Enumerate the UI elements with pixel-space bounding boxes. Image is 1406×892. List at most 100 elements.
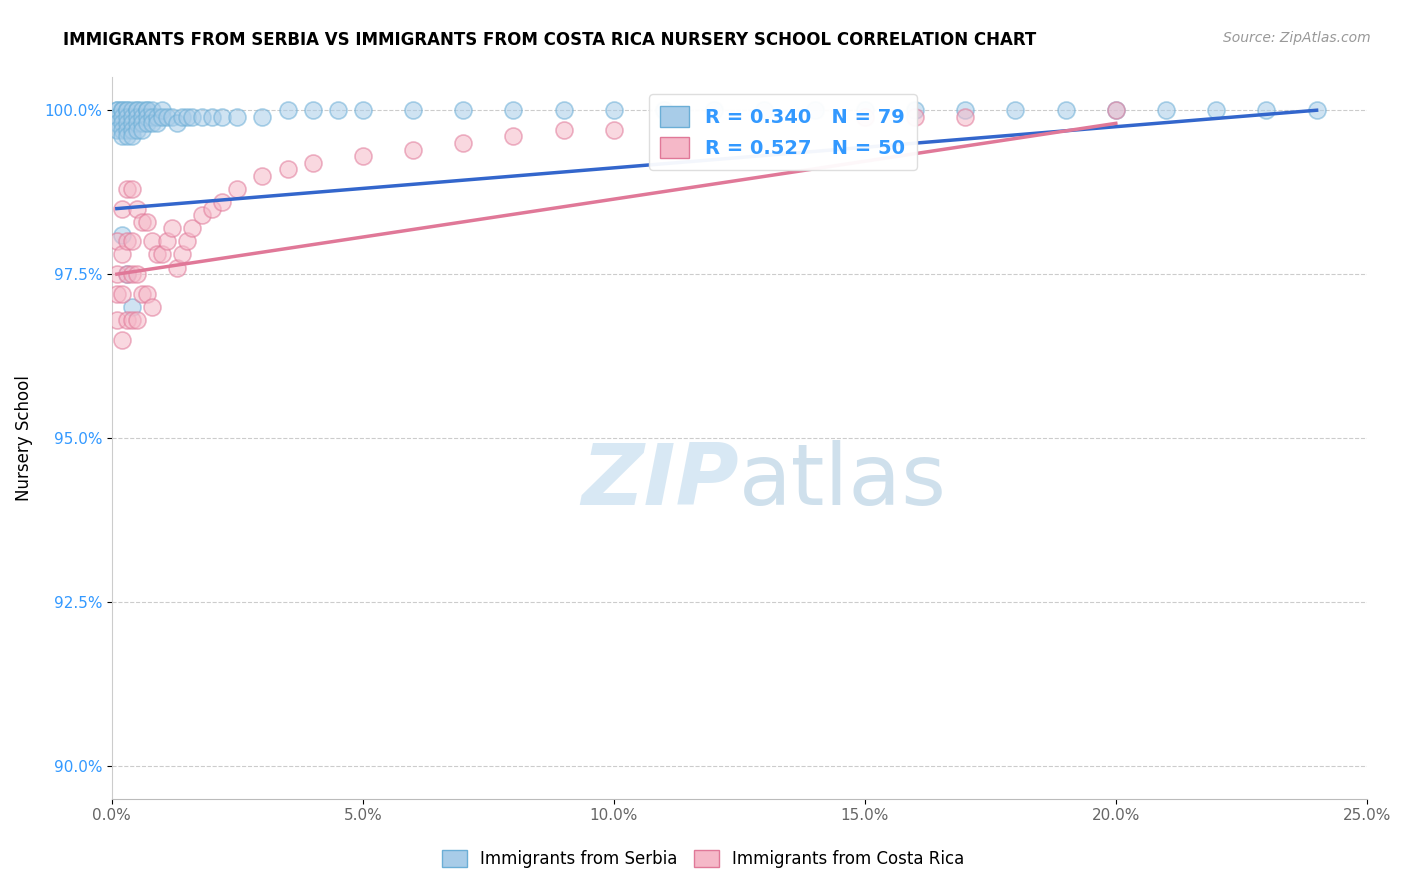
- Point: [111, 116, 134, 130]
- Point: [754, 103, 776, 118]
- Point: [1154, 103, 1177, 118]
- Point: [125, 110, 148, 124]
- Point: [352, 149, 374, 163]
- Y-axis label: Nursery School: Nursery School: [15, 376, 32, 501]
- Point: [111, 247, 134, 261]
- Point: [1105, 103, 1128, 118]
- Point: [131, 215, 153, 229]
- Point: [1105, 103, 1128, 118]
- Point: [652, 103, 675, 118]
- Point: [115, 313, 138, 327]
- Point: [136, 116, 159, 130]
- Point: [121, 110, 143, 124]
- Point: [111, 286, 134, 301]
- Point: [115, 182, 138, 196]
- Point: [955, 110, 977, 124]
- Point: [115, 110, 138, 124]
- Point: [853, 103, 876, 118]
- Point: [1205, 103, 1227, 118]
- Point: [136, 103, 159, 118]
- Point: [160, 110, 183, 124]
- Point: [146, 247, 169, 261]
- Point: [111, 333, 134, 347]
- Point: [150, 110, 173, 124]
- Point: [125, 116, 148, 130]
- Point: [121, 116, 143, 130]
- Point: [166, 260, 188, 275]
- Point: [955, 103, 977, 118]
- Point: [160, 221, 183, 235]
- Point: [201, 202, 224, 216]
- Point: [121, 300, 143, 314]
- Point: [904, 103, 927, 118]
- Point: [115, 267, 138, 281]
- Point: [125, 202, 148, 216]
- Point: [125, 103, 148, 118]
- Point: [105, 286, 128, 301]
- Point: [141, 116, 163, 130]
- Point: [141, 300, 163, 314]
- Point: [115, 116, 138, 130]
- Point: [553, 123, 575, 137]
- Point: [252, 110, 274, 124]
- Point: [1054, 103, 1077, 118]
- Point: [111, 227, 134, 242]
- Point: [502, 129, 524, 144]
- Point: [150, 247, 173, 261]
- Point: [115, 129, 138, 144]
- Point: [131, 110, 153, 124]
- Point: [136, 103, 159, 118]
- Text: IMMIGRANTS FROM SERBIA VS IMMIGRANTS FROM COSTA RICA NURSERY SCHOOL CORRELATION : IMMIGRANTS FROM SERBIA VS IMMIGRANTS FRO…: [63, 31, 1036, 49]
- Text: Source: ZipAtlas.com: Source: ZipAtlas.com: [1223, 31, 1371, 45]
- Point: [115, 123, 138, 137]
- Point: [226, 110, 249, 124]
- Point: [125, 103, 148, 118]
- Point: [853, 110, 876, 124]
- Point: [111, 129, 134, 144]
- Point: [191, 110, 214, 124]
- Point: [121, 123, 143, 137]
- Point: [131, 286, 153, 301]
- Point: [136, 286, 159, 301]
- Point: [226, 182, 249, 196]
- Point: [131, 116, 153, 130]
- Point: [181, 110, 204, 124]
- Point: [105, 103, 128, 118]
- Legend: Immigrants from Serbia, Immigrants from Costa Rica: Immigrants from Serbia, Immigrants from …: [434, 843, 972, 875]
- Point: [121, 103, 143, 118]
- Point: [105, 116, 128, 130]
- Point: [125, 123, 148, 137]
- Point: [904, 110, 927, 124]
- Point: [146, 110, 169, 124]
- Point: [451, 103, 474, 118]
- Point: [105, 267, 128, 281]
- Point: [172, 110, 194, 124]
- Point: [141, 110, 163, 124]
- Point: [121, 267, 143, 281]
- Point: [211, 110, 233, 124]
- Point: [172, 247, 194, 261]
- Point: [803, 103, 825, 118]
- Point: [191, 208, 214, 222]
- Point: [277, 162, 299, 177]
- Point: [451, 136, 474, 150]
- Point: [703, 103, 725, 118]
- Point: [105, 103, 128, 118]
- Point: [502, 103, 524, 118]
- Legend: R = 0.340   N = 79, R = 0.527   N = 50: R = 0.340 N = 79, R = 0.527 N = 50: [648, 95, 917, 169]
- Point: [141, 235, 163, 249]
- Point: [115, 103, 138, 118]
- Point: [121, 235, 143, 249]
- Point: [211, 194, 233, 209]
- Point: [115, 267, 138, 281]
- Point: [121, 129, 143, 144]
- Point: [402, 103, 425, 118]
- Point: [105, 123, 128, 137]
- Point: [131, 123, 153, 137]
- Point: [121, 182, 143, 196]
- Point: [125, 313, 148, 327]
- Text: ZIP: ZIP: [582, 440, 740, 523]
- Point: [105, 235, 128, 249]
- Point: [136, 110, 159, 124]
- Point: [111, 110, 134, 124]
